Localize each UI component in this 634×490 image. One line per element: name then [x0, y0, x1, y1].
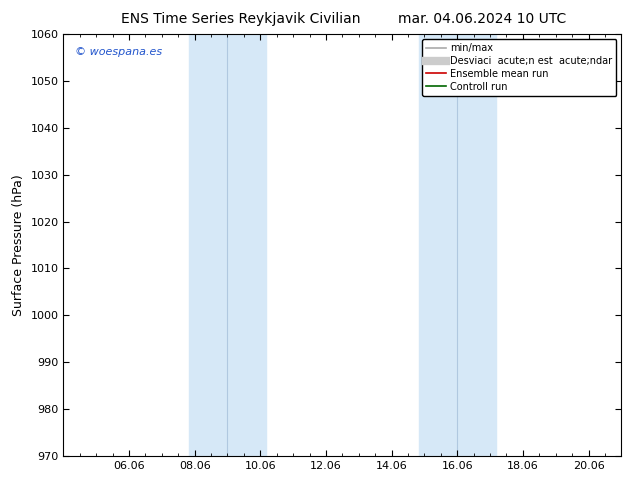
Legend: min/max, Desviaci  acute;n est  acute;ndar, Ensemble mean run, Controll run: min/max, Desviaci acute;n est acute;ndar… — [422, 39, 616, 96]
Text: ENS Time Series Reykjavik Civilian: ENS Time Series Reykjavik Civilian — [121, 12, 361, 26]
Text: mar. 04.06.2024 10 UTC: mar. 04.06.2024 10 UTC — [398, 12, 566, 26]
Bar — [189, 34, 228, 456]
Text: © woespana.es: © woespana.es — [75, 47, 162, 57]
Y-axis label: Surface Pressure (hPa): Surface Pressure (hPa) — [12, 174, 25, 316]
Bar — [419, 34, 457, 456]
Bar — [457, 34, 496, 456]
Bar — [228, 34, 266, 456]
